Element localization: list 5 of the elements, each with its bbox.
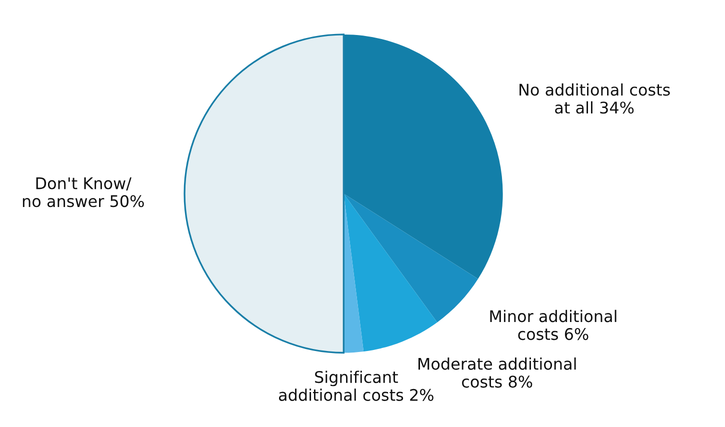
slice-label: Minor additional costs 6%: [490, 310, 616, 340]
slice-label: Don't Know/ no answer 50%: [22, 177, 144, 208]
pie-slice: [344, 194, 438, 352]
slice-label: No additional costs at all 34%: [520, 83, 670, 114]
pie-slice: [344, 194, 478, 322]
